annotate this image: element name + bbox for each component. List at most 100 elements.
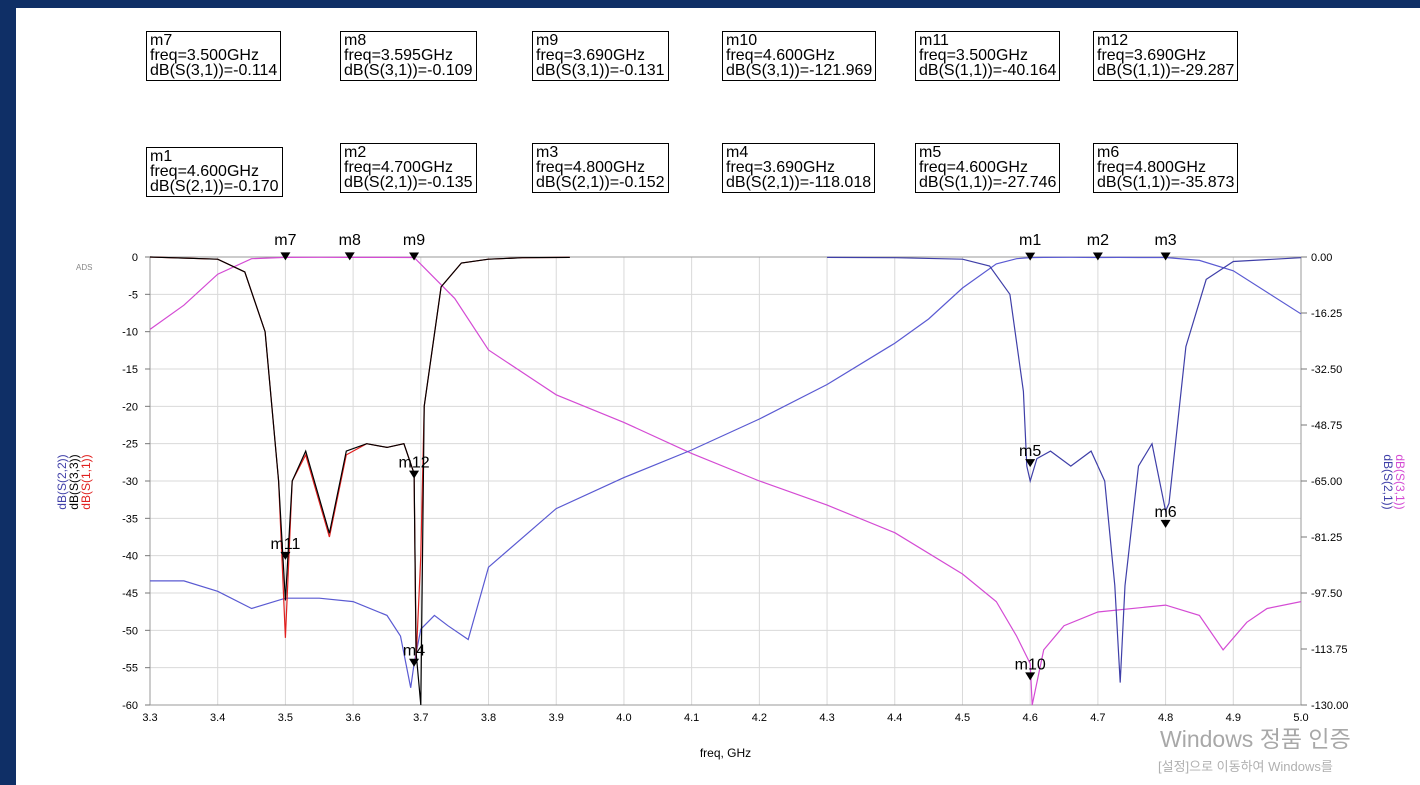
left-tick-label: -30 (122, 476, 138, 488)
marker-triangle-m9 (409, 252, 420, 261)
marker-box-name: m9 (536, 32, 559, 49)
right-tick-label: -32.50 (1311, 364, 1342, 376)
left-tick-label: -5 (128, 289, 138, 301)
left-axis-label: dB(S(2,2)) (55, 454, 69, 509)
marker-triangle-m1 (1025, 252, 1036, 261)
marker-label-m5: m5 (1019, 443, 1041, 460)
marker-box-freq: freq=3.690GHz (1097, 47, 1206, 64)
marker-box-m12: m12 freq=3.690GHz dB(S(1,1))=-29.287 (1093, 31, 1239, 81)
marker-box-m5: m5 freq=4.600GHz dB(S(1,1))=-27.746 (915, 143, 1061, 193)
right-tick-label: -97.50 (1311, 588, 1342, 600)
marker-box-name: m8 (344, 32, 367, 49)
windows-activation-watermark: Windows 정품 인증 (1160, 726, 1351, 752)
marker-triangle-m7 (280, 252, 291, 261)
left-tick-label: -25 (122, 439, 138, 451)
left-tick-label: -15 (122, 364, 138, 376)
left-tick-label: -35 (122, 513, 138, 525)
right-tick-label: -81.25 (1311, 532, 1342, 544)
x-tick-label: 4.4 (887, 712, 902, 724)
marker-triangle-m3 (1160, 252, 1171, 261)
left-tick-label: -60 (122, 700, 138, 712)
x-tick-label: 4.3 (819, 712, 834, 724)
marker-box-value: dB(S(3,1))=-0.114 (150, 62, 278, 79)
window-frame-top (0, 0, 1420, 8)
marker-box-m10: m10 freq=4.600GHz dB(S(3,1))=-121.969 (722, 31, 877, 81)
series-line-dbs22 (827, 256, 1301, 683)
marker-label-m2: m2 (1087, 232, 1109, 249)
left-tick-label: -20 (122, 401, 138, 413)
marker-box-m9: m9 freq=3.690GHz dB(S(3,1))=-0.131 (532, 31, 669, 81)
marker-box-value: dB(S(3,1))=-0.109 (344, 62, 473, 79)
marker-box-m3: m3 freq=4.800GHz dB(S(2,1))=-0.152 (532, 143, 669, 193)
marker-triangle-m8 (344, 252, 355, 261)
marker-box-freq: freq=4.600GHz (150, 163, 259, 180)
marker-box-m7: m7 freq=3.500GHz dB(S(3,1))=-0.114 (146, 31, 282, 81)
marker-box-value: dB(S(1,1))=-35.873 (1097, 174, 1235, 191)
marker-label-m8: m8 (339, 232, 361, 249)
marker-triangle-m10 (1025, 672, 1036, 681)
x-tick-label: 4.1 (684, 712, 699, 724)
grid (149, 256, 1302, 706)
marker-triangle-m4 (409, 658, 420, 667)
marker-box-value: dB(S(3,1))=-121.969 (726, 62, 873, 79)
marker-box-name: m3 (536, 144, 559, 161)
marker-box-freq: freq=3.500GHz (150, 47, 259, 64)
marker-box-m4: m4 freq=3.690GHz dB(S(2,1))=-118.018 (722, 143, 876, 193)
marker-box-m2: m2 freq=4.700GHz dB(S(2,1))=-0.135 (340, 143, 477, 193)
marker-box-freq: freq=3.595GHz (344, 47, 453, 64)
right-tick-label: -113.75 (1311, 644, 1348, 656)
right-tick-label: 0.00 (1311, 252, 1332, 264)
x-tick-label: 3.4 (210, 712, 225, 724)
x-tick-label: 3.3 (142, 712, 157, 724)
left-tick-label: -50 (122, 625, 138, 637)
left-tick-label: -40 (122, 551, 138, 563)
left-tick-label: 0 (132, 252, 138, 264)
series-line-dbs33 (150, 256, 570, 706)
left-tick-label: -10 (122, 327, 138, 339)
ads-corner-label: ADS (76, 263, 92, 272)
right-axis-label: dB(S(2,1)) (1381, 454, 1395, 509)
marker-box-name: m12 (1097, 32, 1129, 49)
left-axis-label: dB(S(1,1)) (79, 454, 93, 509)
marker-label-m3: m3 (1154, 232, 1176, 249)
marker-box-value: dB(S(2,1))=-118.018 (726, 174, 872, 191)
x-tick-label: 4.9 (1226, 712, 1241, 724)
marker-box-name: m2 (344, 144, 367, 161)
marker-box-m1: m1 freq=4.600GHz dB(S(2,1))=-0.170 (146, 147, 283, 197)
marker-box-value: dB(S(1,1))=-27.746 (919, 174, 1057, 191)
marker-box-value: dB(S(1,1))=-40.164 (919, 62, 1057, 79)
marker-box-name: m10 (726, 32, 758, 49)
windows-activation-hint: [설정]으로 이동하여 Windows를 (1158, 759, 1333, 774)
marker-box-name: m11 (919, 32, 949, 49)
marker-label-m10: m10 (1015, 656, 1046, 673)
marker-box-name: m1 (150, 148, 173, 165)
marker-box-value: dB(S(3,1))=-0.131 (536, 62, 665, 79)
marker-triangle-m12 (409, 470, 420, 479)
series-line-dbs11 (150, 256, 570, 661)
marker-label-m1: m1 (1019, 232, 1041, 249)
x-tick-label: 4.8 (1158, 712, 1173, 724)
marker-box-freq: freq=4.600GHz (726, 47, 835, 64)
marker-box-freq: freq=4.800GHz (536, 159, 645, 176)
marker-box-freq: freq=3.500GHz (919, 47, 1028, 64)
x-axis-label: freq, GHz (700, 746, 751, 760)
marker-box-name: m5 (919, 144, 942, 161)
x-tick-label: 4.2 (752, 712, 767, 724)
x-tick-label: 3.7 (413, 712, 428, 724)
x-tick-label: 3.5 (278, 712, 293, 724)
marker-triangle-m5 (1025, 459, 1036, 468)
marker-label-m6: m6 (1154, 504, 1176, 521)
marker-box-m11: m11 freq=3.500GHz dB(S(1,1))=-40.164 (915, 31, 1061, 81)
marker-box-m8: m8 freq=3.595GHz dB(S(3,1))=-0.109 (340, 31, 477, 81)
marker-box-value: dB(S(2,1))=-0.152 (536, 174, 665, 191)
marker-box-name: m6 (1097, 144, 1120, 161)
marker-label-m9: m9 (403, 232, 425, 249)
series-line-dbs31 (150, 256, 1301, 706)
marker-box-name: m4 (726, 144, 749, 161)
x-tick-label: 3.6 (345, 712, 360, 724)
x-tick-label: 4.7 (1090, 712, 1105, 724)
marker-box-value: dB(S(2,1))=-0.170 (150, 178, 279, 195)
window-frame-left (0, 0, 16, 785)
marker-triangle-m6 (1160, 519, 1171, 528)
